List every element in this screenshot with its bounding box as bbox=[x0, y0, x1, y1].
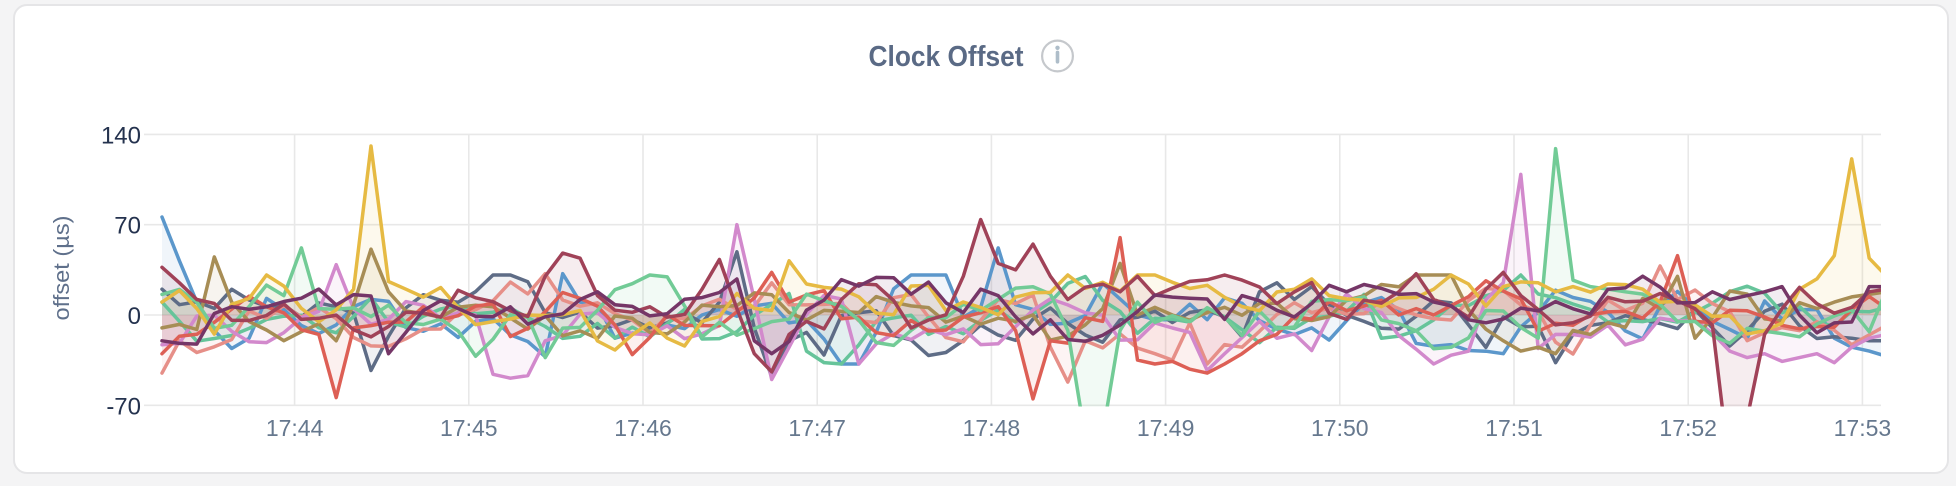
svg-text:140: 140 bbox=[101, 122, 141, 149]
svg-text:-70: -70 bbox=[106, 393, 141, 420]
svg-text:17:52: 17:52 bbox=[1659, 415, 1717, 441]
svg-text:offset (µs): offset (µs) bbox=[49, 216, 74, 321]
svg-text:17:44: 17:44 bbox=[266, 415, 324, 441]
svg-text:17:49: 17:49 bbox=[1137, 415, 1195, 441]
svg-text:17:46: 17:46 bbox=[614, 415, 672, 441]
svg-text:17:47: 17:47 bbox=[788, 415, 846, 441]
svg-text:17:45: 17:45 bbox=[440, 415, 498, 441]
svg-text:17:51: 17:51 bbox=[1485, 415, 1543, 441]
svg-text:0: 0 bbox=[128, 303, 141, 330]
svg-text:Clock Offset: Clock Offset bbox=[869, 41, 1024, 73]
svg-text:17:48: 17:48 bbox=[963, 415, 1021, 441]
svg-text:70: 70 bbox=[114, 213, 141, 240]
svg-text:17:53: 17:53 bbox=[1834, 415, 1892, 441]
svg-text:17:50: 17:50 bbox=[1311, 415, 1369, 441]
